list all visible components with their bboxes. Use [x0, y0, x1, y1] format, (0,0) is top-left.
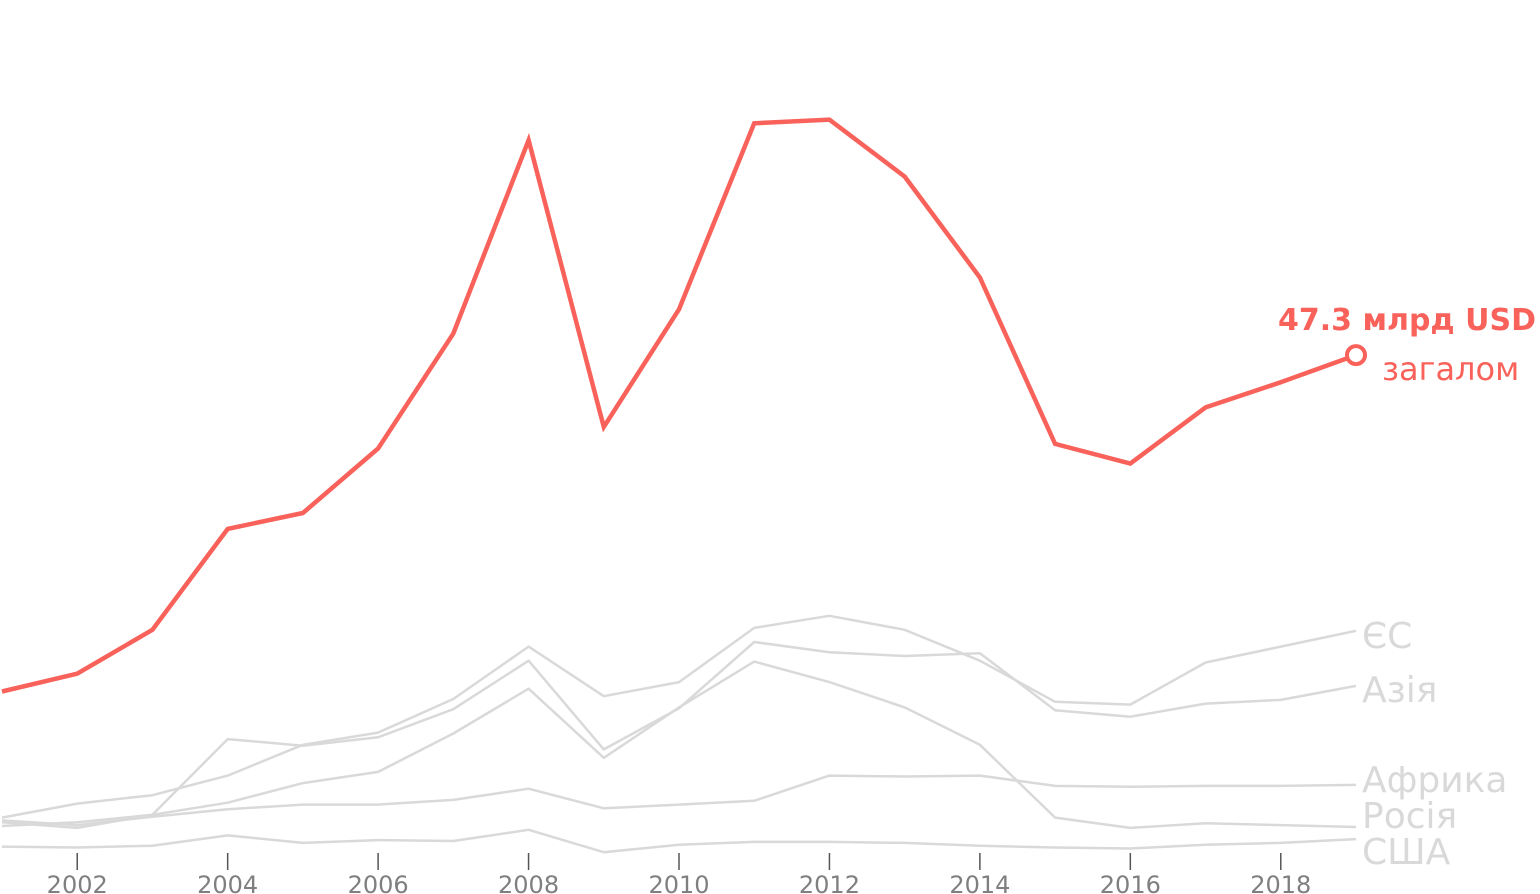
series-line	[1, 828, 1357, 854]
x-tick-label: 2010	[648, 871, 709, 894]
x-tick-label: 2018	[1250, 871, 1311, 894]
x-tick-label: 2008	[498, 871, 559, 894]
series-line	[1, 640, 1357, 830]
series-label: ЄС	[1362, 616, 1412, 657]
x-tick-label: 2002	[47, 871, 108, 894]
series-line	[1, 774, 1357, 827]
x-tick-label: 2016	[1100, 871, 1161, 894]
x-tick-label: 2004	[197, 871, 258, 894]
series-label: Азія	[1362, 670, 1437, 711]
x-axis: 2002 2004 2006 2008 2010 2012 2014 2016 2018	[47, 853, 1311, 894]
x-tick-label: 2012	[799, 871, 860, 894]
series-label: Росія	[1362, 796, 1457, 837]
series-label: Африка	[1362, 760, 1507, 801]
x-tick-label: 2014	[949, 871, 1010, 894]
series-line	[1, 660, 1357, 830]
x-tick-label: 2006	[348, 871, 409, 894]
highlight-line	[1, 117, 1357, 694]
end-point-marker	[1345, 344, 1367, 367]
highlight-series: 47.3 млрд USD загалом	[1, 117, 1536, 694]
series-label: США	[1362, 832, 1451, 873]
highlight-series-label: загалом	[1382, 350, 1519, 388]
end-value-label: 47.3 млрд USD	[1278, 303, 1536, 338]
series-line	[1, 614, 1357, 819]
